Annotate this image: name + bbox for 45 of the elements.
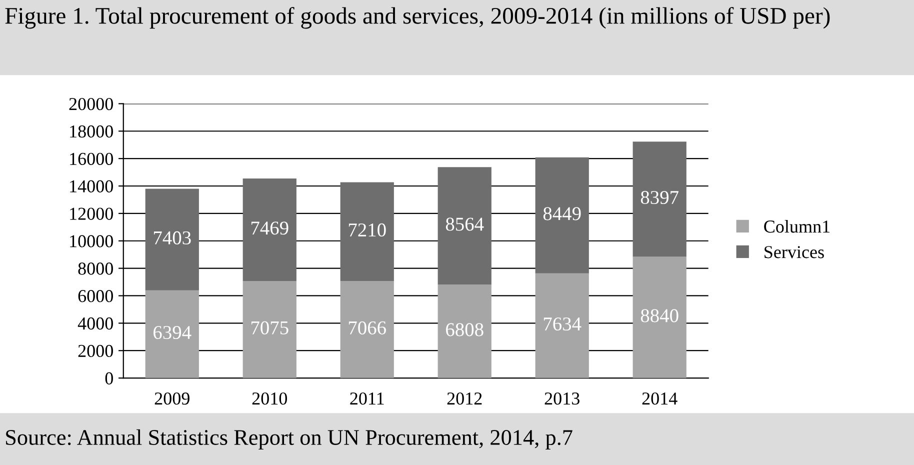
chart-title: Figure 1. Total procurement of goods and services, 2009-2014 (in millions of USD per) [5,6,830,29]
bar [438,284,492,378]
x-tick-label: 2011 [350,392,384,405]
data-label: 8840 [640,309,678,322]
x-tick-label: 2013 [544,392,580,405]
x-tick-label: 2012 [447,392,482,405]
bar [535,273,589,378]
y-tick-label: 0 [105,372,113,384]
y-tick-label: 4000 [78,317,113,330]
data-label: 7066 [348,321,386,334]
bar [535,157,589,274]
data-label: 8397 [640,190,678,204]
data-label: 6808 [446,323,484,336]
y-tick-label: 20000 [69,98,113,110]
bar [145,290,199,378]
bar [242,280,296,378]
bar [632,142,686,257]
legend-label: Services [764,246,824,258]
y-tick-label: 8000 [78,262,113,275]
bar [242,178,296,281]
data-label: 7469 [251,222,288,235]
y-tick-label: 12000 [70,208,113,220]
bar [340,281,394,378]
y-tick-label: 6000 [78,290,113,302]
x-tick-label: 2014 [642,392,678,405]
y-tick-label: 18000 [70,125,113,138]
x-tick-label: 2009 [154,392,190,405]
source-note: Source: Annual Statistics Report on UN Procurement, 2014, p.7 [6,429,572,450]
data-label: 7075 [251,321,288,334]
bar [145,188,199,290]
data-label: 7634 [544,317,582,331]
data-label: 6394 [154,326,192,340]
y-tick-label: 14000 [70,180,113,192]
data-label: 7403 [154,231,191,244]
legend-label: Column1 [764,220,830,233]
bar [340,182,394,282]
bar [632,256,686,378]
x-tick-label: 2010 [252,392,287,405]
bar [438,167,492,285]
data-label: 8564 [446,218,484,231]
y-tick-label: 10000 [70,235,113,248]
y-tick-label: 16000 [70,152,113,166]
y-tick-label: 2000 [78,344,113,358]
data-label: 8449 [543,207,581,220]
data-label: 7210 [348,223,386,237]
